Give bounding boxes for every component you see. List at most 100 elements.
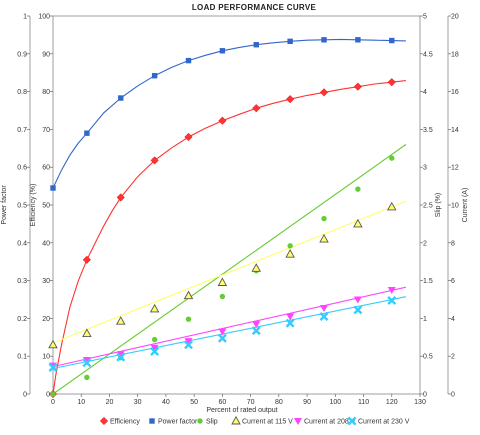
power-factor-point [185,57,192,64]
x-tick-label: 120 [386,399,398,406]
current-at-115-v-point [183,290,194,300]
legend-item-power-factor: Power factor [149,418,198,426]
eff-tick-label: 10 [42,354,50,361]
pf-tick-label: 0.9 [17,51,27,58]
eff-tick-label: 0 [46,392,50,399]
current-at-115-v-point [115,316,126,325]
slip-point [50,391,56,397]
efficiency-point [353,82,362,91]
eff-tick-label: 100 [38,14,50,21]
slip-tick-label: 2 [423,240,427,247]
legend: Efficiency Power factor Slip Current at 115… [99,415,410,426]
series-markers [48,37,397,399]
slip-axis-label: Slip (%) [435,193,442,218]
legend-item-current-at-115-v: Current at 115 V [231,415,293,426]
pf-tick-label: 0.4 [17,240,27,247]
current-at-115-v-point [319,233,329,243]
legend-swatch-power-factor [149,418,155,424]
slip-tick-label: 4 [423,89,427,96]
current-at-208-v-point [82,356,91,364]
pf-tick-label: 0 [23,392,27,399]
efficiency-point [116,193,125,202]
current-at-115-v-point [285,249,295,258]
efficiency-point [387,78,396,87]
eff-tick-label: 40 [42,240,50,247]
slip-point [151,336,158,343]
pf-tick-label: 0.2 [17,316,27,323]
power-factor-point [118,95,124,101]
current-at-208-v-point [116,351,125,359]
x-tick-label: 60 [218,399,226,406]
efficiency-point [218,116,227,125]
eff-tick-label: 30 [42,278,50,285]
slip-tick-label: 3 [423,165,427,172]
pf-axis-label: Power factor [1,185,8,225]
eff-tick-label: 50 [42,203,50,210]
power-factor-point [253,42,259,48]
cur-tick-label: 10 [451,203,459,210]
slip-point [321,215,327,222]
pf-tick-label: 0.7 [17,127,27,134]
current-at-115-v-point [217,277,228,286]
x-tick-label: 20 [106,399,114,406]
current-at-115-v-point [48,339,58,349]
cur-tick-label: 8 [451,240,455,247]
legend-item-efficiency: Efficiency [99,416,140,426]
legend-label-current-at-208-v: Current at 208 V [304,419,356,426]
eff-tick-label: 80 [42,89,50,96]
plot-area [52,15,421,395]
slip-point [185,316,192,322]
power-factor-point [84,130,90,136]
slip-tick-label: 2.5 [423,203,433,210]
legend-item-slip: Slip [197,418,218,426]
efficiency-point [319,88,329,97]
current-at-208-v-point [252,321,261,329]
current-at-230-v-point [387,295,397,305]
current-at-115-v-point [353,218,363,228]
power-factor-point [219,48,226,54]
cur-axis-label: Current (A) [462,188,469,223]
x-tick-label: 40 [162,399,170,406]
current-at-230-v-point [116,352,126,362]
current-at-230-v-point [217,333,227,343]
slip-point [84,374,90,381]
slip-point [287,243,293,249]
current-at-230-v-point [184,340,193,350]
cur-tick-label: 14 [451,127,459,134]
cur-tick-label: 2 [451,354,455,361]
eff-tick-label: 60 [42,165,50,172]
legend-label-slip: Slip [206,419,218,426]
current-at-115-v-point [82,328,92,337]
current-at-230-v-point [150,347,160,356]
current-at-208-v-point [150,344,159,352]
x-tick-label: 10 [77,399,85,406]
pf-tick-label: 0.5 [17,203,27,210]
x-axis-label: Percent of rated output [206,407,277,414]
x-tick-label: 90 [303,399,311,406]
current-at-230-v-point [285,318,295,328]
efficiency-point [150,156,159,165]
slip-tick-label: 3.5 [423,127,433,134]
eff-tick-label: 90 [42,51,50,58]
legend-swatch-current-at-230-v [347,416,357,426]
series-curves [52,38,407,395]
current-at-230-v-point [48,363,58,372]
power-factor-curve [52,38,406,189]
power-factor-point [321,37,327,43]
legend-label-efficiency: Efficiency [110,419,140,426]
current-at-208-v-curve [52,286,407,368]
x-tick-label: 110 [358,399,369,406]
current-at-115-v-point [251,263,262,272]
power-factor-point [50,185,56,191]
current-at-208-v-point [353,296,362,304]
efficiency-point [286,95,295,104]
x-tick-label: 100 [329,399,341,406]
slip-tick-label: 1.5 [423,278,433,285]
pf-tick-label: 0.1 [17,354,27,361]
power-factor-point [151,73,158,79]
power-factor-point [287,38,293,45]
current-at-208-v-point [387,287,396,295]
eff-tick-label: 20 [42,316,50,323]
cur-tick-label: 4 [451,316,455,323]
